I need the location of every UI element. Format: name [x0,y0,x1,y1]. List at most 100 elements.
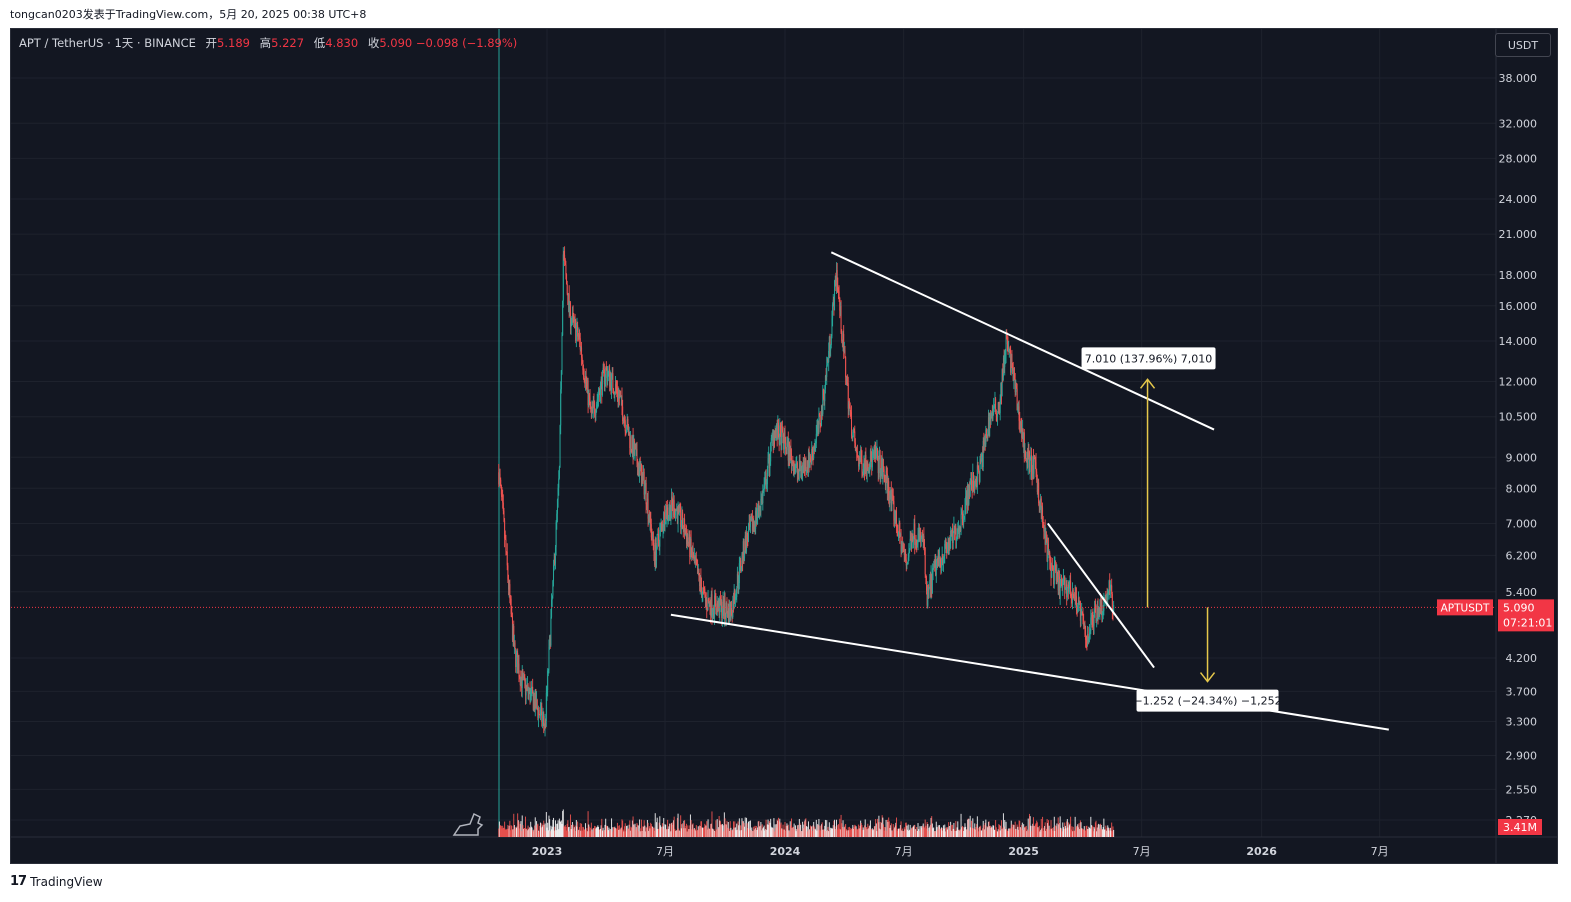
candle-body [757,502,759,513]
candle-body [674,509,676,516]
volume-bar [680,815,682,837]
candle-body [562,300,564,336]
symbol-title[interactable]: APT / TetherUS · 1天 · BINANCE [19,36,196,50]
volume-bar [643,826,645,837]
candle-body [974,478,976,485]
candle-body [668,512,670,516]
candle-body [509,584,511,599]
volume-bar [577,821,579,837]
volume-bar [999,830,1001,837]
volume-bar [711,811,713,837]
volume-bar [740,830,742,837]
volume-bar [540,827,542,837]
candle-body [777,422,779,438]
candle-body [836,270,838,286]
candle-body [1058,576,1060,591]
candle-body [1086,643,1088,646]
candle-body [845,377,847,385]
measure-arrowhead[interactable] [1199,672,1216,683]
volume-bar [623,831,625,837]
chart-canvas[interactable]: 38.00032.00028.00024.00021.00018.00016.0… [11,29,1558,864]
candle-body [914,523,916,545]
volume-bar [790,825,792,837]
volume-bar [788,830,790,837]
candle-body [592,401,594,410]
volume-bar [637,824,639,837]
volume-bar [1047,823,1049,837]
volume-bar [1087,829,1089,837]
volume-bar [975,826,977,837]
candle-body [498,473,500,485]
candle-body [577,325,579,337]
volume-bar [554,826,556,837]
volume-bar [916,830,918,837]
candle-body [633,441,635,459]
candle-body [569,302,571,328]
candle-body [538,709,540,715]
volume-bar [761,830,763,837]
candle-body [669,504,671,513]
volume-bar [500,825,502,837]
candle-body [1085,634,1087,640]
candle-body [622,406,624,422]
candle-body [1051,564,1053,578]
volume-bar [750,830,752,837]
volume-bar [1076,825,1078,837]
candle-body [614,383,616,394]
trendline-inner[interactable] [1046,522,1155,669]
candle-body [764,480,766,486]
candle-body [1042,507,1044,523]
volume-bar [584,829,586,837]
candle-body [862,471,864,473]
candle-body [505,539,507,552]
measure-arrowhead[interactable] [1139,378,1156,389]
volume-bar [992,825,994,837]
trendline-upper[interactable] [830,251,1215,431]
volume-bar [807,821,809,837]
candle-body [711,594,713,616]
volume-bar [507,824,509,837]
candle-body [895,510,897,524]
candle-body [1006,339,1008,345]
candle-body [1068,584,1070,593]
candle-body [819,413,821,415]
candle-body [751,516,753,521]
volume-bar [696,830,698,837]
trendline-lower[interactable] [670,613,1389,731]
dinosaur-icon[interactable] [452,812,484,836]
candle-body [828,336,830,352]
currency-button[interactable]: USDT [1495,33,1551,57]
volume-bar [996,831,998,837]
candle-body [661,523,663,525]
measure-label-box[interactable] [1136,689,1279,712]
candle-body [769,461,771,468]
measure-label-box[interactable] [1081,347,1216,370]
volume-bar [539,822,541,837]
candle-body [1003,358,1005,368]
chart-panel[interactable]: 38.000 32.000 28.000 24.000 21.000 18.000 16.0… [10,28,1558,864]
volume-bar [933,831,935,837]
candle-body [653,544,655,554]
candle-body [1026,451,1028,462]
candle-body [631,449,633,453]
candle-body [910,538,912,540]
volume-bar [506,829,508,837]
candle-body [596,399,598,405]
candle-body [1021,428,1023,438]
candle-body [739,560,741,564]
volume-bar [870,828,872,837]
volume-bar [1072,831,1074,837]
volume-bar [1060,827,1062,837]
candle-body [934,560,936,568]
volume-bar [879,821,881,837]
candle-body [760,498,762,512]
candle-body [1073,594,1075,600]
volume-bar [786,823,788,837]
candle-body [925,577,927,591]
candle-body [756,516,758,522]
volume-bar [817,824,819,837]
volume-bar [583,829,585,837]
volume-bar [721,824,723,837]
volume-bar [791,827,793,837]
candle-body [977,465,979,469]
